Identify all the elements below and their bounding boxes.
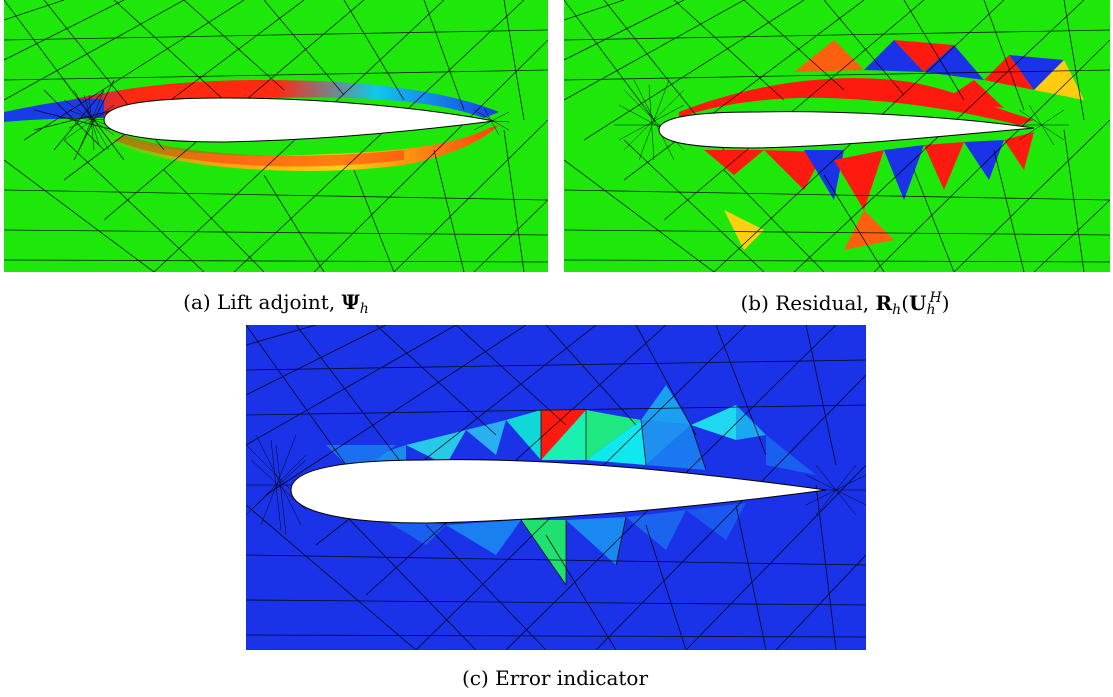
residual-plot bbox=[564, 0, 1110, 272]
lift-adjoint-plot bbox=[4, 0, 548, 272]
caption-b-sup2: H bbox=[929, 290, 942, 306]
residual-svg bbox=[564, 0, 1110, 272]
caption-c-text: (c) Error indicator bbox=[461, 666, 649, 690]
caption-a-sub: h bbox=[359, 301, 369, 317]
caption-b-sub: h bbox=[892, 302, 902, 318]
caption-b-sub2: h bbox=[926, 302, 936, 318]
caption-c: (c) Error indicator bbox=[380, 666, 730, 690]
caption-b-symbol: R bbox=[875, 291, 893, 315]
lift-adjoint-svg bbox=[4, 0, 548, 272]
error-indicator-plot bbox=[246, 325, 866, 650]
caption-a: (a) Lift adjoint, Ψh bbox=[146, 290, 406, 317]
caption-a-symbol: Ψ bbox=[341, 290, 360, 314]
caption-b-symbol2: U bbox=[909, 291, 927, 315]
error-indicator-svg bbox=[246, 325, 866, 650]
caption-b-paren-close: ) bbox=[941, 291, 950, 315]
caption-b-paren-open: ( bbox=[901, 291, 909, 315]
caption-b: (b) Residual, Rh(UhH) bbox=[700, 290, 990, 318]
caption-a-prefix: (a) Lift adjoint, bbox=[183, 290, 342, 314]
caption-b-prefix: (b) Residual, bbox=[740, 291, 876, 315]
